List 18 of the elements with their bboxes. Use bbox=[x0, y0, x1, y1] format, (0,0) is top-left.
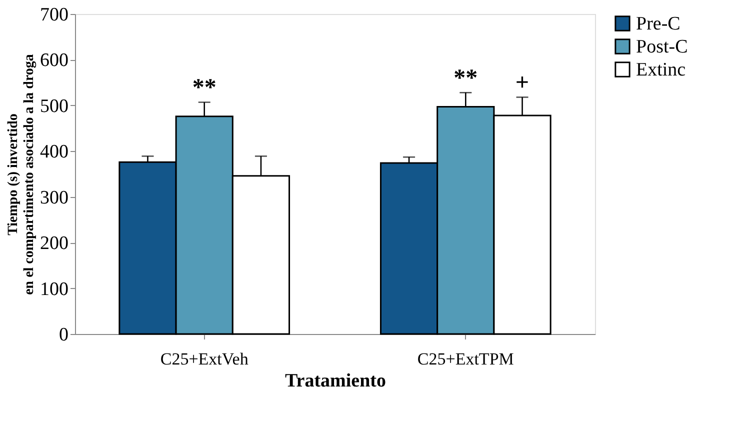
y-tick-label: 0 bbox=[59, 324, 68, 346]
y-axis-title: Tiempo (s) invertido en el compartimento asociado a la droga bbox=[6, 54, 37, 295]
annotation: ** bbox=[192, 75, 216, 102]
annotation: ** bbox=[454, 66, 478, 92]
annotation: + bbox=[515, 70, 530, 96]
y-tick-label: 200 bbox=[40, 233, 68, 254]
x-tick-label: C25+ExtTPM bbox=[417, 350, 514, 368]
y-tick-label: 300 bbox=[40, 187, 68, 208]
legend-label: Pre-C bbox=[636, 14, 680, 34]
y-tick-label: 100 bbox=[40, 278, 68, 300]
y-tick-label: 600 bbox=[40, 50, 68, 72]
y-tick-label: 700 bbox=[40, 4, 68, 26]
x-tick-label: C25+ExtVeh bbox=[160, 350, 249, 368]
x-axis-title: Tratamiento bbox=[285, 370, 386, 392]
y-tick-label: 400 bbox=[40, 142, 68, 163]
y-tick-label: 500 bbox=[40, 96, 68, 117]
legend-label: Extinc bbox=[636, 60, 686, 80]
legend-label: Post-C bbox=[636, 36, 688, 58]
